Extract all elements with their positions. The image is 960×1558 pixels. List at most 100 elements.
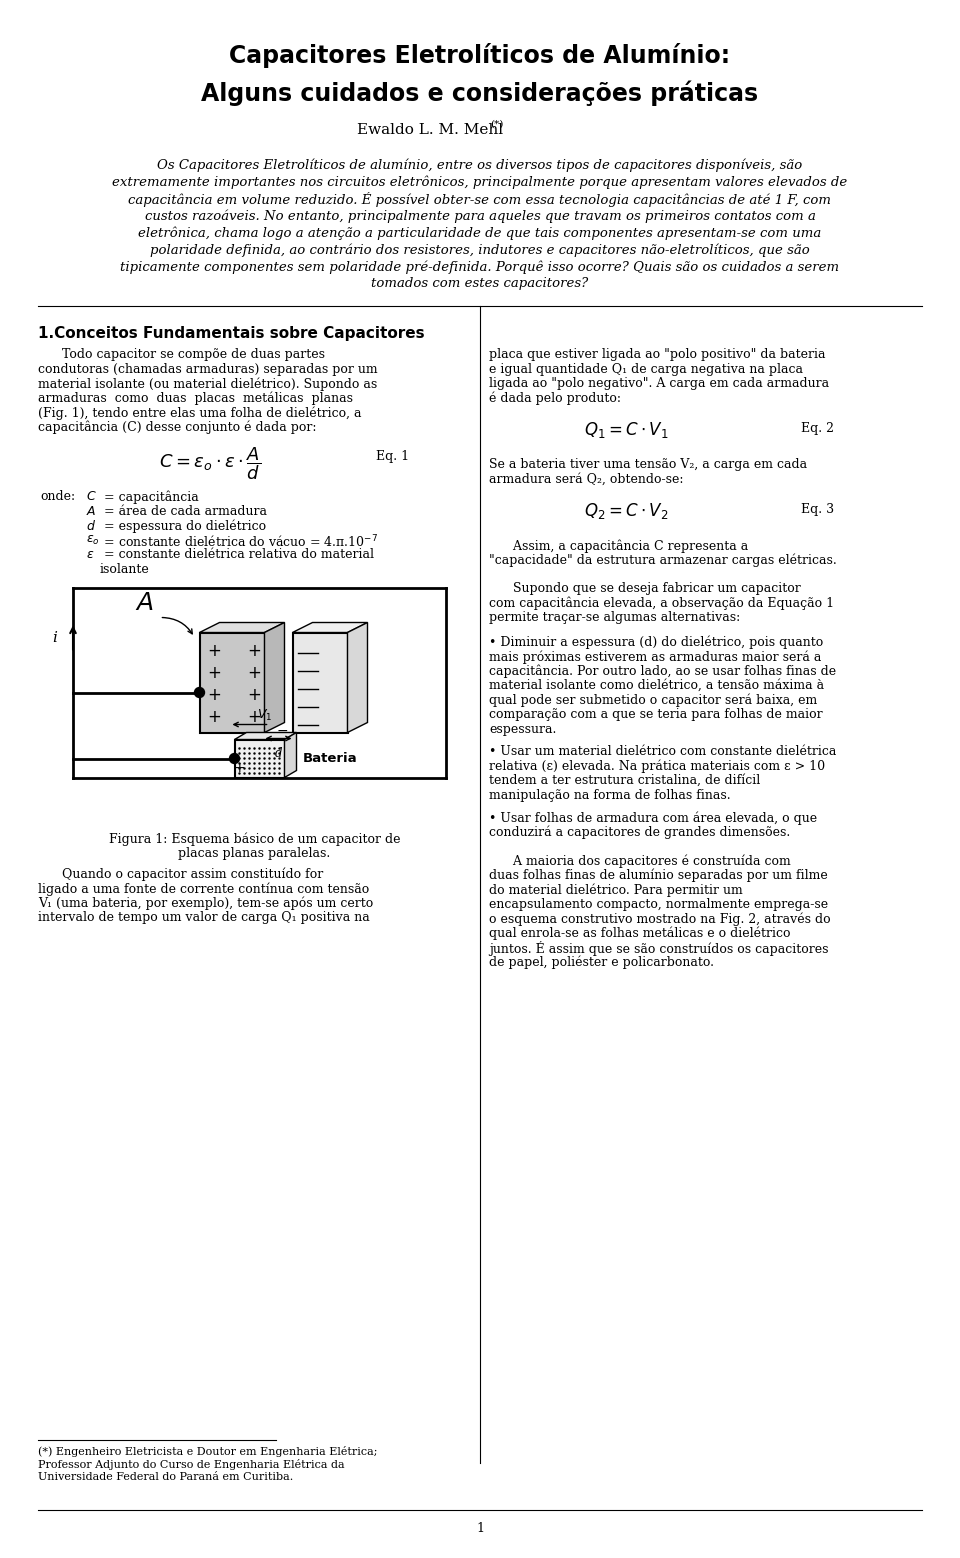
- Text: comparação com a que se teria para folhas de maior: comparação com a que se teria para folha…: [489, 707, 823, 721]
- Text: = área de cada armadura: = área de cada armadura: [100, 505, 267, 517]
- Text: "capacidade" da estrutura armazenar cargas elétricas.: "capacidade" da estrutura armazenar carg…: [489, 553, 837, 567]
- Text: +: +: [207, 686, 222, 704]
- Text: Eq. 1: Eq. 1: [375, 450, 409, 463]
- Text: placas planas paralelas.: placas planas paralelas.: [179, 846, 330, 860]
- Text: qual pode ser submetido o capacitor será baixa, em: qual pode ser submetido o capacitor será…: [489, 693, 817, 707]
- Text: +: +: [207, 642, 222, 659]
- Text: armadura será Q₂, obtendo-se:: armadura será Q₂, obtendo-se:: [489, 472, 684, 486]
- Text: qual enrola-se as folhas metálicas e o dielétrico: qual enrola-se as folhas metálicas e o d…: [489, 927, 790, 939]
- Circle shape: [195, 687, 204, 698]
- Text: Capacitores Eletrolíticos de Alumínio:: Capacitores Eletrolíticos de Alumínio:: [229, 44, 731, 69]
- Text: Todo capacitor se compõe de duas partes: Todo capacitor se compõe de duas partes: [38, 347, 325, 361]
- Text: ligado a uma fonte de corrente contínua com tensão: ligado a uma fonte de corrente contínua …: [38, 882, 370, 896]
- Text: V₁ (uma bateria, por exemplo), tem-se após um certo: V₁ (uma bateria, por exemplo), tem-se ap…: [38, 896, 373, 910]
- Text: 1: 1: [476, 1522, 484, 1535]
- Text: condutoras (chamadas armaduras) separadas por um: condutoras (chamadas armaduras) separada…: [38, 363, 377, 375]
- Text: Professor Adjunto do Curso de Engenharia Elétrica da: Professor Adjunto do Curso de Engenharia…: [38, 1458, 345, 1471]
- Text: custos razoáveis. No entanto, principalmente para aqueles que travam os primeiro: custos razoáveis. No entanto, principalm…: [145, 209, 815, 223]
- Text: −: −: [276, 723, 288, 737]
- Text: é dada pelo produto:: é dada pelo produto:: [489, 391, 621, 405]
- Text: duas folhas finas de alumínio separadas por um filme: duas folhas finas de alumínio separadas …: [489, 868, 828, 882]
- Text: Ewaldo L. M. Mehl: Ewaldo L. M. Mehl: [357, 123, 503, 137]
- Text: $V_1$: $V_1$: [257, 707, 272, 723]
- Text: ligada ao "polo negativo". A carga em cada armadura: ligada ao "polo negativo". A carga em ca…: [489, 377, 829, 390]
- Text: = constante dielétrica do vácuo = 4.π.10$^{-7}$: = constante dielétrica do vácuo = 4.π.10…: [100, 533, 378, 550]
- Text: do material dielétrico. Para permitir um: do material dielétrico. Para permitir um: [489, 883, 743, 896]
- Text: de papel, poliéster e policarbonato.: de papel, poliéster e policarbonato.: [489, 955, 714, 969]
- Text: $d$: $d$: [86, 519, 96, 533]
- Text: (*): (*): [490, 120, 503, 129]
- Text: +: +: [248, 664, 261, 681]
- Text: A maioria dos capacitores é construída com: A maioria dos capacitores é construída c…: [489, 854, 791, 868]
- Polygon shape: [200, 633, 265, 732]
- Polygon shape: [293, 633, 348, 732]
- Polygon shape: [265, 623, 284, 732]
- Text: $Q_1 = C \cdot V_1$: $Q_1 = C \cdot V_1$: [585, 421, 669, 439]
- Text: onde:: onde:: [40, 491, 75, 503]
- Polygon shape: [293, 623, 368, 633]
- Text: o esquema construtivo mostrado na Fig. 2, através do: o esquema construtivo mostrado na Fig. 2…: [489, 911, 830, 925]
- Text: (*) Engenheiro Eletricista e Doutor em Engenharia Elétrica;: (*) Engenheiro Eletricista e Doutor em E…: [38, 1446, 377, 1457]
- Text: Supondo que se deseja fabricar um capacitor: Supondo que se deseja fabricar um capaci…: [489, 583, 801, 595]
- Text: Alguns cuidados e considerações práticas: Alguns cuidados e considerações práticas: [202, 79, 758, 106]
- Text: relativa (ε) elevada. Na prática materiais com ε > 10: relativa (ε) elevada. Na prática materia…: [489, 759, 826, 773]
- Text: capacitância em volume reduzido. É possível obter-se com essa tecnologia capacit: capacitância em volume reduzido. É possí…: [129, 192, 831, 207]
- Text: espessura.: espessura.: [489, 723, 557, 735]
- Polygon shape: [234, 732, 297, 740]
- Text: $Q_2 = C \cdot V_2$: $Q_2 = C \cdot V_2$: [585, 502, 669, 520]
- Text: armaduras  como  duas  placas  metálicas  planas: armaduras como duas placas metálicas pla…: [38, 391, 353, 405]
- Text: = espessura do dielétrico: = espessura do dielétrico: [100, 519, 266, 533]
- Text: $C$: $C$: [86, 491, 97, 503]
- Text: Figura 1: Esquema básico de um capacitor de: Figura 1: Esquema básico de um capacitor…: [108, 832, 400, 846]
- Text: material isolante (ou material dielétrico). Supondo as: material isolante (ou material dielétric…: [38, 377, 377, 391]
- Circle shape: [229, 754, 239, 763]
- Text: tipicamente componentes sem polaridade pré-definida. Porquê isso ocorre? Quais s: tipicamente componentes sem polaridade p…: [120, 260, 840, 274]
- Text: eletrônica, chama logo a atenção a particularidade de que tais componentes apres: eletrônica, chama logo a atenção a parti…: [138, 226, 822, 240]
- Text: tomados com estes capacitores?: tomados com estes capacitores?: [372, 277, 588, 290]
- Text: $A$: $A$: [86, 505, 96, 517]
- Text: Os Capacitores Eletrolíticos de alumínio, entre os diversos tipos de capacitores: Os Capacitores Eletrolíticos de alumínio…: [157, 157, 803, 171]
- Text: intervalo de tempo um valor de carga Q₁ positiva na: intervalo de tempo um valor de carga Q₁ …: [38, 911, 370, 924]
- Text: material isolante como dielétrico, a tensão máxima à: material isolante como dielétrico, a ten…: [489, 679, 824, 692]
- Text: Universidade Federal do Paraná em Curitiba.: Universidade Federal do Paraná em Curiti…: [38, 1472, 293, 1482]
- Text: permite traçar-se algumas alternativas:: permite traçar-se algumas alternativas:: [489, 611, 740, 625]
- Polygon shape: [348, 623, 368, 732]
- Text: Quando o capacitor assim constituído for: Quando o capacitor assim constituído for: [38, 868, 324, 880]
- Text: polaridade definida, ao contrário dos resistores, indutores e capacitores não-el: polaridade definida, ao contrário dos re…: [150, 243, 810, 257]
- Bar: [234, 740, 284, 777]
- Text: +: +: [248, 686, 261, 704]
- Text: $\varepsilon$: $\varepsilon$: [86, 548, 94, 561]
- Text: conduzirá a capacitores de grandes dimensões.: conduzirá a capacitores de grandes dimen…: [489, 826, 790, 840]
- Text: e igual quantidade Q₁ de carga negativa na placa: e igual quantidade Q₁ de carga negativa …: [489, 363, 803, 375]
- Text: 1.Conceitos Fundamentais sobre Capacitores: 1.Conceitos Fundamentais sobre Capacitor…: [38, 326, 424, 341]
- Text: mais próximas estiverem as armaduras maior será a: mais próximas estiverem as armaduras mai…: [489, 650, 822, 664]
- Text: isolante: isolante: [100, 562, 150, 575]
- Text: juntos. É assim que se são construídos os capacitores: juntos. É assim que se são construídos o…: [489, 941, 828, 957]
- Text: +: +: [207, 664, 222, 681]
- Text: capacitância (C) desse conjunto é dada por:: capacitância (C) desse conjunto é dada p…: [38, 421, 317, 435]
- Text: manipulação na forma de folhas finas.: manipulação na forma de folhas finas.: [489, 788, 731, 801]
- Text: placa que estiver ligada ao "polo positivo" da bateria: placa que estiver ligada ao "polo positi…: [489, 347, 826, 361]
- Text: capacitância. Por outro lado, ao se usar folhas finas de: capacitância. Por outro lado, ao se usar…: [489, 665, 836, 678]
- Polygon shape: [200, 623, 284, 633]
- Text: Assim, a capacitância C representa a: Assim, a capacitância C representa a: [489, 539, 748, 553]
- Text: encapsulamento compacto, normalmente emprega-se: encapsulamento compacto, normalmente emp…: [489, 897, 828, 910]
- Text: i: i: [53, 631, 58, 645]
- Text: Bateria: Bateria: [302, 753, 357, 765]
- Text: $C = \varepsilon_o \cdot \varepsilon \cdot \dfrac{A}{d}$: $C = \varepsilon_o \cdot \varepsilon \cd…: [159, 446, 261, 481]
- Text: +: +: [248, 707, 261, 726]
- Text: extremamente importantes nos circuitos eletrônicos, principalmente porque aprese: extremamente importantes nos circuitos e…: [112, 174, 848, 189]
- Text: Eq. 2: Eq. 2: [801, 422, 833, 435]
- Text: • Diminuir a espessura (d) do dielétrico, pois quanto: • Diminuir a espessura (d) do dielétrico…: [489, 636, 824, 650]
- Text: • Usar um material dielétrico com constante dielétrica: • Usar um material dielétrico com consta…: [489, 745, 836, 759]
- Text: +: +: [248, 642, 261, 659]
- Text: = capacitância: = capacitância: [100, 491, 199, 503]
- Text: +: +: [207, 707, 222, 726]
- Text: • Usar folhas de armadura com área elevada, o que: • Usar folhas de armadura com área eleva…: [489, 812, 817, 824]
- Text: Se a bateria tiver uma tensão V₂, a carga em cada: Se a bateria tiver uma tensão V₂, a carg…: [489, 458, 807, 471]
- Text: $\varepsilon_o$: $\varepsilon_o$: [86, 533, 100, 547]
- Text: tendem a ter estrutura cristalina, de difícil: tendem a ter estrutura cristalina, de di…: [489, 774, 760, 787]
- Text: = constante dielétrica relativa do material: = constante dielétrica relativa do mater…: [100, 548, 374, 561]
- Text: +: +: [233, 760, 246, 774]
- Text: com capacitância elevada, a observação da Equação 1: com capacitância elevada, a observação d…: [489, 597, 834, 611]
